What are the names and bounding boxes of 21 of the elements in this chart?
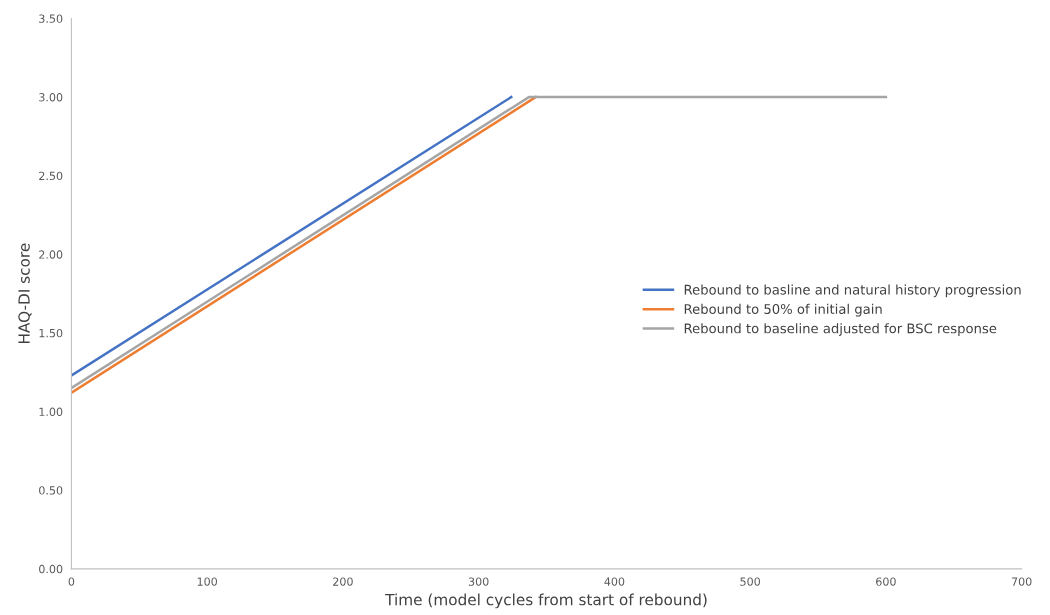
y-tick-label: 1.00 — [39, 407, 63, 416]
x-tick-label: 500 — [740, 577, 761, 586]
x-axis-title: Time (model cycles from start of rebound) — [385, 593, 707, 609]
y-axis-title: HAQ-DI score — [18, 243, 32, 344]
x-tick-label: 0 — [68, 577, 75, 586]
x-tick-label: 100 — [197, 577, 218, 586]
legend-label: Rebound to baseline adjusted for BSC response — [684, 323, 997, 336]
y-tick-label: 2.50 — [39, 171, 63, 181]
x-tick-label: 700 — [1011, 577, 1032, 586]
x-tick-label: 300 — [468, 577, 489, 586]
x-tick-label: 200 — [333, 577, 353, 586]
y-tick-label: 1.50 — [39, 328, 63, 338]
y-tick-label: 3.50 — [39, 14, 63, 23]
y-tick-label: 0.00 — [39, 564, 63, 574]
legend-label: Rebound to basline and natural history progression — [684, 284, 1021, 298]
y-tick-label: 0.50 — [39, 486, 63, 495]
y-tick-label: 2.00 — [39, 250, 63, 259]
x-tick-label: 600 — [876, 577, 896, 586]
x-tick-label: 400 — [604, 577, 625, 586]
legend-label: Rebound to 50% of initial gain — [684, 303, 882, 317]
y-tick-label: 3.00 — [39, 93, 63, 102]
